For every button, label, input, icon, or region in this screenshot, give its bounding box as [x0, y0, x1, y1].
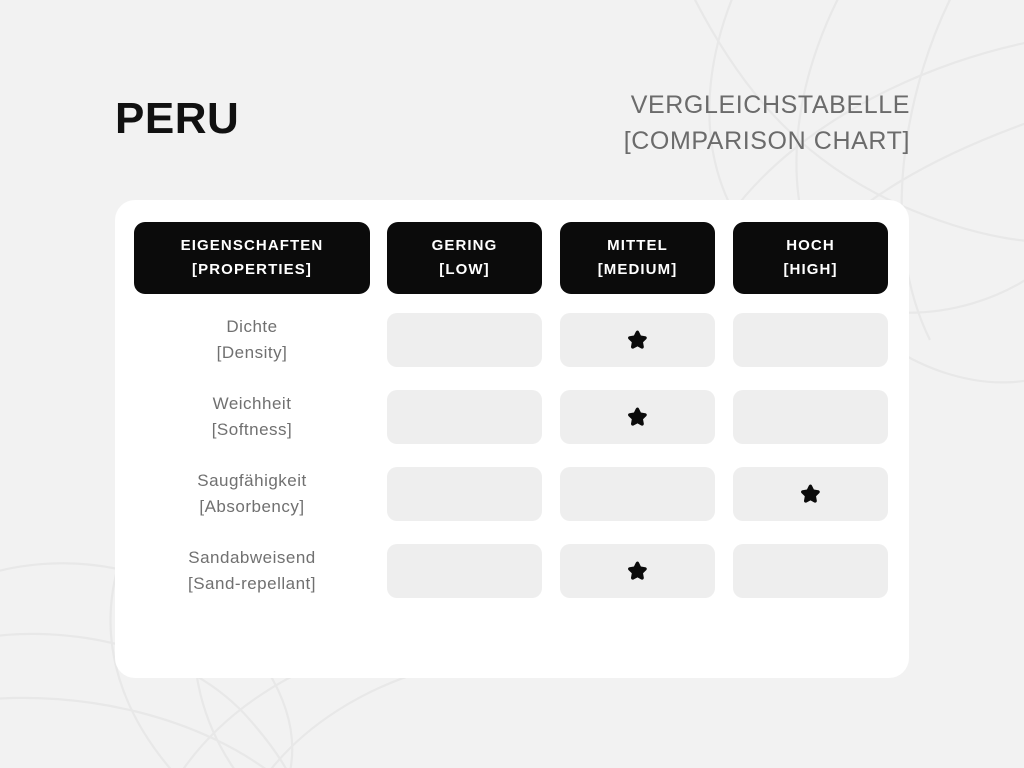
- table-row: Saugfähigkeit [Absorbency]: [134, 467, 888, 521]
- table-row: Weichheit [Softness]: [134, 390, 888, 444]
- table-header-row: EIGENSCHAFTEN [PROPERTIES] GERING [LOW] …: [134, 222, 888, 294]
- star-icon: [628, 330, 647, 349]
- comparison-card: EIGENSCHAFTEN [PROPERTIES] GERING [LOW] …: [115, 200, 909, 678]
- cell-sand-repellant-medium[interactable]: [560, 544, 715, 598]
- star-icon: [628, 407, 647, 426]
- row-label-sand-repellant-de: Sandabweisend: [188, 547, 316, 567]
- page-header: PERU VERGLEICHSTABELLE [COMPARISON CHART…: [0, 0, 1024, 200]
- cell-softness-high[interactable]: [733, 390, 888, 444]
- cell-softness-medium[interactable]: [560, 390, 715, 444]
- cell-absorbency-high[interactable]: [733, 467, 888, 521]
- row-label-density-de: Dichte: [226, 316, 278, 336]
- chart-heading: VERGLEICHSTABELLE [COMPARISON CHART]: [624, 88, 910, 159]
- row-label-sand-repellant-en: [Sand-repellant]: [187, 574, 317, 593]
- row-label-softness-en: [Softness]: [211, 420, 293, 439]
- row-label-density-en: [Density]: [216, 343, 288, 362]
- row-label-absorbency: Saugfähigkeit [Absorbency]: [134, 467, 370, 521]
- column-header-high: HOCH [HIGH]: [733, 222, 888, 294]
- column-header-properties-de: EIGENSCHAFTEN: [180, 236, 324, 254]
- chart-heading-en: [COMPARISON CHART]: [623, 126, 910, 155]
- cell-density-low[interactable]: [387, 313, 542, 367]
- column-header-high-en: [HIGH]: [783, 261, 838, 278]
- cell-sand-repellant-high[interactable]: [733, 544, 888, 598]
- cell-absorbency-low[interactable]: [387, 467, 542, 521]
- column-header-high-de: HOCH: [786, 236, 835, 254]
- comparison-table: EIGENSCHAFTEN [PROPERTIES] GERING [LOW] …: [134, 222, 888, 598]
- star-icon: [801, 484, 820, 503]
- cell-density-medium[interactable]: [560, 313, 715, 367]
- column-header-medium-de: MITTEL: [607, 236, 668, 254]
- cell-sand-repellant-low[interactable]: [387, 544, 542, 598]
- column-header-low: GERING [LOW]: [387, 222, 542, 294]
- brand-title: PERU: [115, 94, 240, 143]
- row-label-softness-de: Weichheit: [212, 393, 292, 413]
- row-label-softness: Weichheit [Softness]: [134, 390, 370, 444]
- chart-heading-de: VERGLEICHSTABELLE: [630, 91, 910, 119]
- table-row: Sandabweisend [Sand-repellant]: [134, 544, 888, 598]
- cell-density-high[interactable]: [733, 313, 888, 367]
- cell-softness-low[interactable]: [387, 390, 542, 444]
- row-label-sand-repellant: Sandabweisend [Sand-repellant]: [134, 544, 370, 598]
- row-label-density: Dichte [Density]: [134, 313, 370, 367]
- column-header-medium-en: [MEDIUM]: [597, 261, 678, 278]
- table-row: Dichte [Density]: [134, 313, 888, 367]
- row-label-absorbency-en: [Absorbency]: [199, 497, 305, 516]
- column-header-low-de: GERING: [431, 236, 498, 254]
- cell-absorbency-medium[interactable]: [560, 467, 715, 521]
- column-header-properties-en: [PROPERTIES]: [192, 261, 312, 278]
- column-header-low-en: [LOW]: [439, 261, 490, 278]
- column-header-properties: EIGENSCHAFTEN [PROPERTIES]: [134, 222, 370, 294]
- star-icon: [628, 561, 647, 580]
- row-label-absorbency-de: Saugfähigkeit: [197, 470, 307, 490]
- column-header-medium: MITTEL [MEDIUM]: [560, 222, 715, 294]
